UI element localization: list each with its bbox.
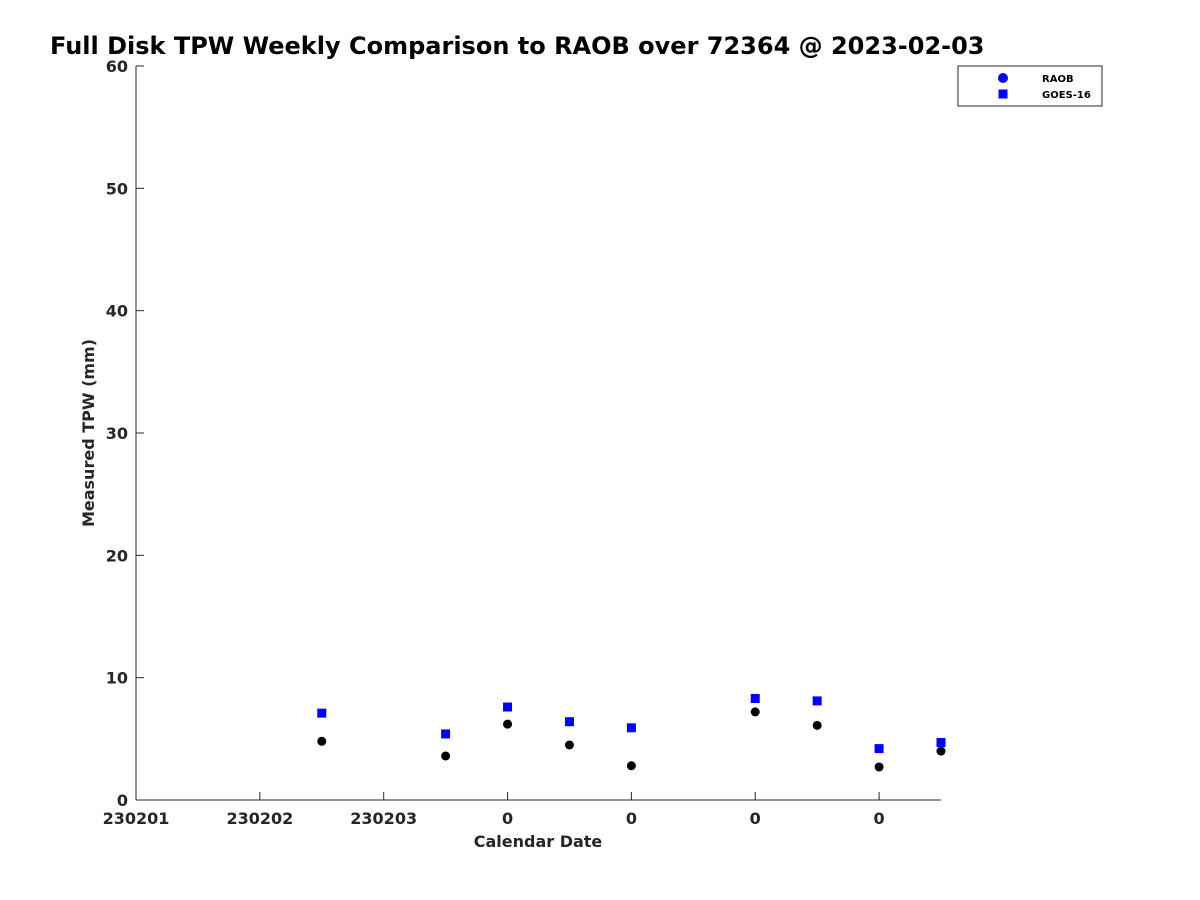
- legend-marker-goes16: [998, 89, 1008, 99]
- x-tick-label: 230201: [103, 809, 170, 828]
- y-tick-label: 40: [106, 302, 128, 321]
- legend-box: [957, 65, 1103, 107]
- raob-point: [626, 761, 636, 771]
- raob-point: [812, 720, 822, 730]
- legend: RAOB GOES-16: [957, 65, 1103, 107]
- x-tick-label: 0: [502, 809, 513, 828]
- y-axis-label: Measured TPW (mm): [79, 339, 98, 527]
- raob-point: [936, 746, 946, 756]
- raob-point: [441, 751, 451, 761]
- y-tick-label: 10: [106, 669, 128, 688]
- x-tick-label: 230202: [226, 809, 293, 828]
- goes16-point: [626, 723, 636, 733]
- x-tick-label: 0: [750, 809, 761, 828]
- x-tick-label: 230203: [350, 809, 417, 828]
- raob-point: [874, 762, 884, 772]
- legend-marker-raob: [998, 73, 1008, 83]
- raob-point: [503, 719, 513, 729]
- goes16-point: [564, 717, 574, 727]
- legend-label: GOES-16: [1042, 90, 1091, 101]
- goes16-point: [936, 738, 946, 748]
- legend-label: RAOB: [1042, 74, 1074, 85]
- raob-point: [317, 736, 327, 746]
- x-tick-label: 0: [626, 809, 637, 828]
- raob-point: [564, 740, 574, 750]
- x-axis-ticks: 230201 230202 230203 0 0 0 0: [103, 792, 885, 828]
- y-tick-label: 0: [117, 791, 128, 810]
- x-tick-label: 0: [874, 809, 885, 828]
- goes16-point: [317, 708, 327, 718]
- goes16-point: [503, 702, 513, 712]
- x-axis-label: Calendar Date: [474, 832, 603, 851]
- raob-point: [750, 707, 760, 717]
- goes16-point: [812, 696, 822, 706]
- goes16-point: [874, 744, 884, 754]
- chart-title: Full Disk TPW Weekly Comparison to RAOB …: [50, 32, 985, 60]
- axes: [135, 66, 941, 801]
- y-tick-label: 20: [106, 546, 128, 565]
- y-tick-label: 30: [106, 424, 128, 443]
- y-tick-label: 60: [106, 57, 128, 76]
- goes16-point: [750, 693, 760, 703]
- data-points: [317, 693, 946, 772]
- y-axis-ticks: 0 10 20 30 40 50 60: [106, 57, 144, 810]
- y-tick-label: 50: [106, 179, 128, 198]
- goes16-point: [441, 729, 451, 739]
